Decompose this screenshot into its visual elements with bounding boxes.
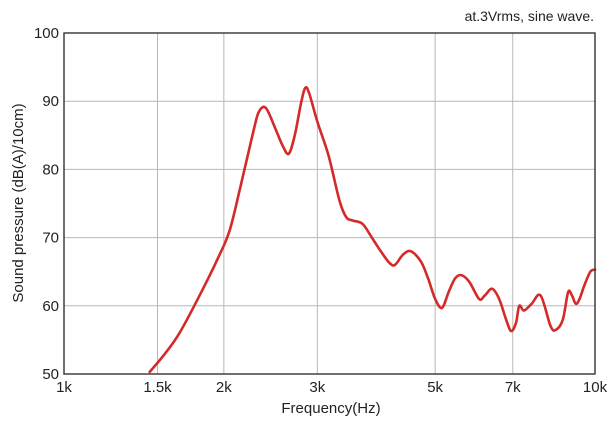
x-tick-label: 2k (216, 379, 232, 396)
x-tick-label: 7k (505, 379, 521, 396)
x-tick-label: 1k (56, 379, 72, 396)
x-tick-label: 1.5k (143, 379, 172, 396)
measurement-condition-note: at.3Vrms, sine wave. (465, 8, 594, 24)
y-tick-label: 100 (34, 25, 59, 42)
grid-lines (64, 33, 595, 374)
y-tick-label: 60 (42, 298, 59, 315)
y-tick-label: 80 (42, 161, 59, 178)
plot-frame (63, 32, 596, 375)
x-axis-label: Frequency(Hz) (281, 400, 380, 417)
x-tick-labels: 1k 1.5k 2k 3k 5k 7k 10k (56, 379, 608, 396)
x-tick-label: 3k (309, 379, 325, 396)
y-tick-label: 90 (42, 93, 59, 110)
y-tick-label: 50 (42, 366, 59, 383)
y-axis-label: Sound pressure (dB(A)/10cm) (10, 103, 27, 302)
series-line (148, 86, 597, 374)
x-tick-label: 10k (583, 379, 608, 396)
y-tick-labels: 50 60 70 80 90 100 (34, 25, 59, 383)
series-layer (148, 86, 597, 374)
x-tick-label: 5k (427, 379, 443, 396)
y-tick-label: 70 (42, 230, 59, 247)
